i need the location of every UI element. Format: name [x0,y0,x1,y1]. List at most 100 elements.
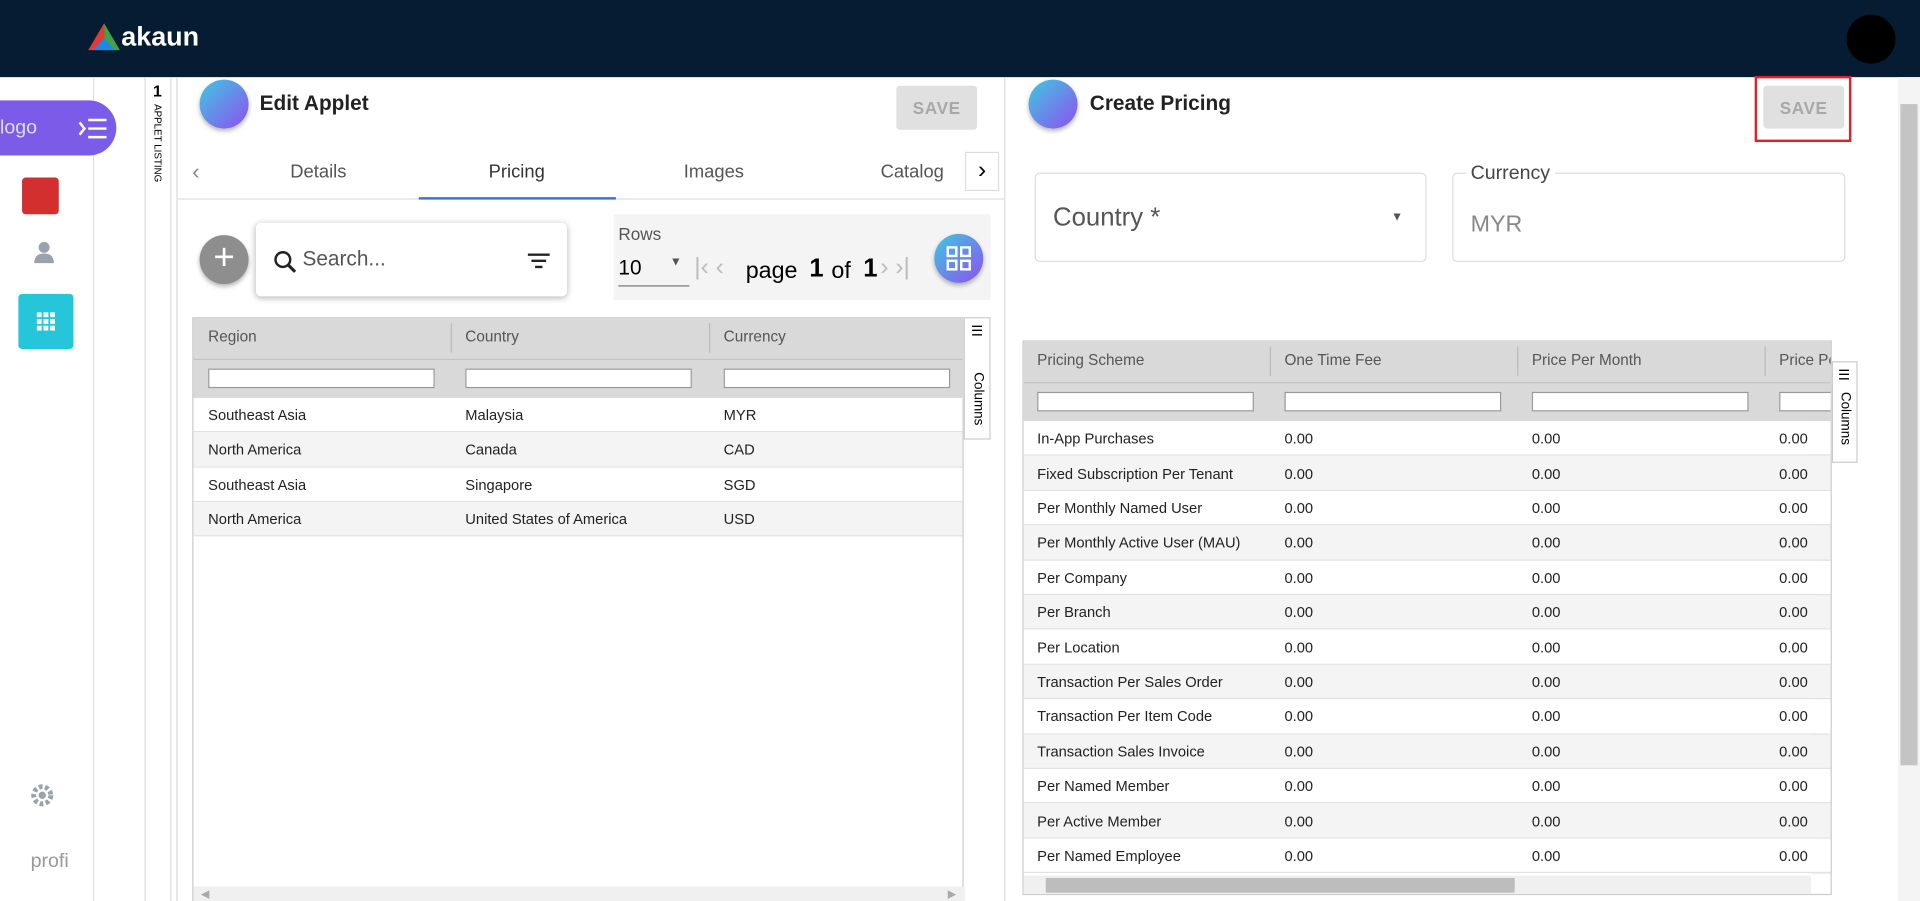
table-cell: 0.00 [1284,708,1314,726]
currency-value: MYR [1470,211,1523,238]
country-select[interactable]: Country * ▼ [1034,172,1427,263]
left-panel: Edit Applet SAVE ‹ › Details Pricing Image… [176,77,1006,901]
columns-tab[interactable]: ☰ Columns [1831,361,1858,463]
pricing-table: Pricing Scheme One Time Fee Price Per Mont… [1022,340,1832,896]
country-label: Country * [1053,203,1161,232]
tab-prev[interactable]: ‹ [192,159,200,184]
rows-value: 10 [618,255,642,280]
page-scrollbar[interactable] [1897,77,1920,901]
column-filter[interactable] [1037,391,1254,411]
filter-icon[interactable] [527,253,550,269]
tab-next[interactable]: › [964,151,1000,192]
column-header: One Time Fee [1284,351,1382,369]
h-scrollbar[interactable]: ◀ ▶ [193,886,965,901]
brand: akaun [121,20,200,52]
table-row[interactable] [1023,595,1831,630]
applet-listing-tab[interactable]: 1 APPLET LISTING [144,77,172,901]
table-row[interactable] [1023,560,1831,596]
table-cell: 0.00 [1779,464,1808,482]
table-cell: MYR [723,406,757,424]
table-cell: 0.00 [1531,673,1561,691]
table-cell: 0.00 [1531,569,1561,587]
table-row[interactable] [193,501,963,537]
save-button[interactable]: SAVE [896,85,978,130]
table-cell: 0.00 [1284,464,1314,482]
table-row[interactable] [1023,699,1831,735]
table-cell: 0.00 [1284,638,1314,656]
table-row[interactable] [1023,838,1831,874]
table-row[interactable] [1023,455,1831,491]
applets-icon[interactable] [18,293,74,349]
user-icon[interactable] [33,241,55,264]
settings-icon[interactable] [31,784,54,807]
table-cell: SGD [723,476,756,494]
table-row[interactable] [193,432,963,468]
tab[interactable]: Images [683,161,744,183]
brand-logo [88,23,121,51]
table-cell: In-App Purchases [1037,430,1154,448]
avatar[interactable] [1846,14,1896,64]
table-cell: Per Named Member [1037,777,1170,795]
save-button[interactable]: SAVE [1763,85,1845,129]
table-cell: North America [208,441,302,459]
table-row[interactable] [1023,768,1831,804]
table-cell: 0.00 [1531,638,1561,656]
back-button[interactable] [199,79,249,129]
table-cell: 0.00 [1284,569,1314,587]
column-divider [1764,346,1766,376]
column-divider [450,323,452,353]
columns-tab[interactable]: ☰ Columns [963,317,991,440]
h-scrollbar[interactable] [1023,875,1812,894]
table-row[interactable] [1023,629,1831,665]
table-row[interactable] [1023,525,1831,561]
tab[interactable]: Details [290,161,347,183]
column-filter[interactable] [208,367,435,388]
table-cell: 0.00 [1284,603,1314,622]
table-cell: 0.00 [1531,812,1561,830]
search-box[interactable]: Search... [256,223,567,296]
table-row[interactable] [1023,664,1831,700]
table-row[interactable] [1023,421,1831,456]
menu-toggle[interactable]: logo [0,100,117,156]
table-cell: 0.00 [1779,638,1808,656]
table-row[interactable] [193,467,963,502]
table-row[interactable] [1023,490,1831,526]
page-nav-next[interactable]: › ›| [880,253,910,281]
panel-title: Create Pricing [1089,91,1231,116]
table-cell: Per Company [1037,569,1127,587]
column-divider [1517,346,1519,376]
table-cell: 0.00 [1531,603,1561,622]
table-cell: 0.00 [1779,499,1808,517]
search-icon [274,251,297,273]
column-filter[interactable] [465,367,692,388]
table-cell: 0.00 [1779,812,1808,830]
page-nav-prev[interactable]: |‹ ‹ [694,253,724,281]
table-cell: 0.00 [1779,569,1808,587]
currency-field: Currency MYR [1452,162,1846,263]
tab[interactable]: Pricing [488,161,545,183]
column-header: Price Pe [1779,351,1832,369]
table-cell: Canada [465,441,517,459]
column-filter[interactable] [1531,391,1749,411]
table-row[interactable] [1023,803,1831,839]
column-filter[interactable] [723,367,951,388]
table-row[interactable] [193,397,963,433]
table-cell: 0.00 [1284,777,1314,795]
table-cell: Per Monthly Active User (MAU) [1037,534,1241,552]
column-filter[interactable] [1284,391,1502,411]
table-row[interactable] [1023,734,1831,769]
app-icon[interactable] [22,177,59,215]
page-number: 1 [809,254,824,283]
table-cell: 0.00 [1779,430,1808,448]
table-cell: 0.00 [1284,673,1314,691]
header-divider [1023,381,1831,383]
tab[interactable]: Catalog [880,161,944,183]
rows-select[interactable]: 10 ▼ [618,251,690,287]
view-toggle[interactable] [934,233,984,283]
table-cell: 0.00 [1284,812,1314,830]
add-button[interactable]: + [199,235,249,285]
column-filter[interactable] [1779,391,1831,411]
table-cell: 0.00 [1779,777,1808,795]
table-cell: United States of America [465,510,628,528]
back-button[interactable] [1028,79,1078,129]
